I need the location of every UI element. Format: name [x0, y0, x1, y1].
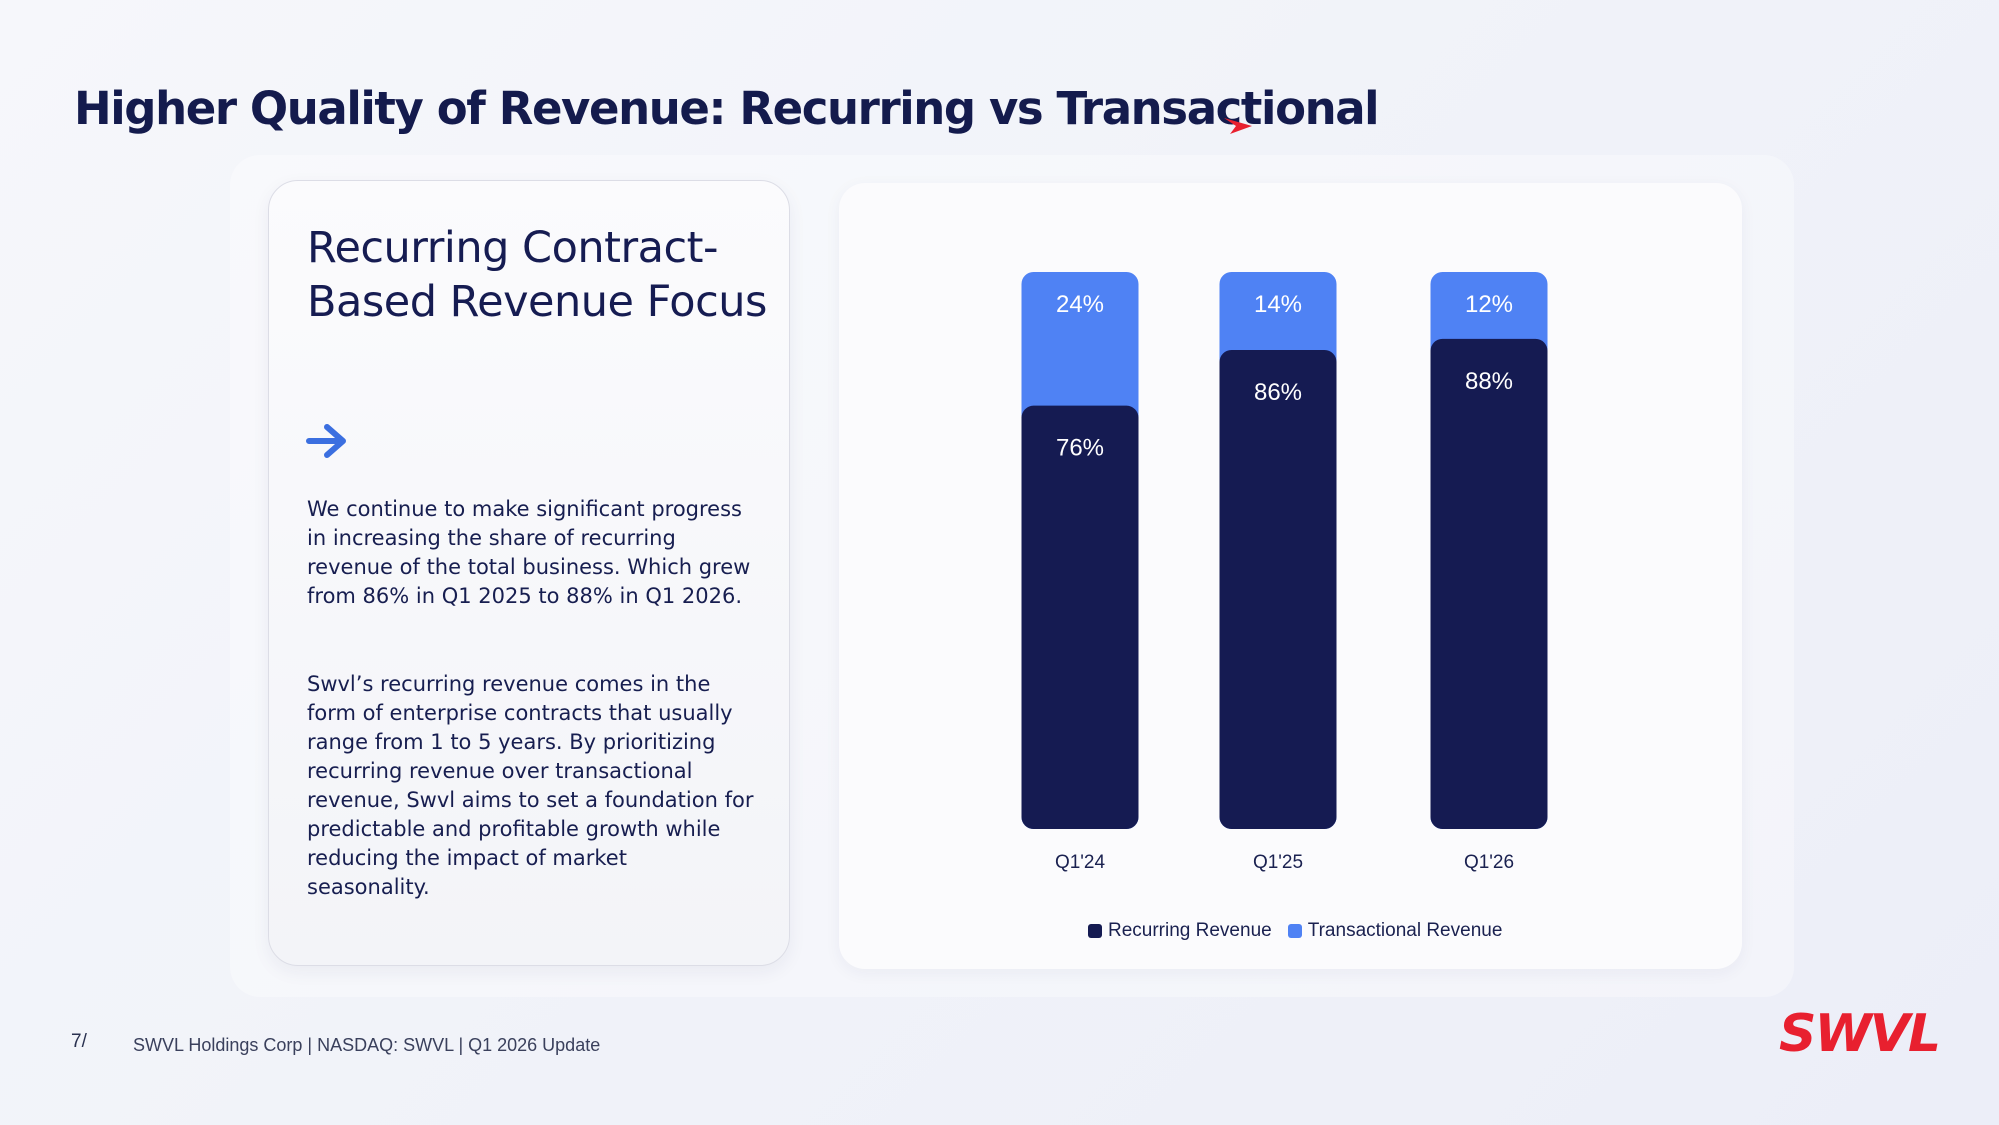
stacked-bar-chart: 24% 76% Q1'24 14% 86% Q1'25 12% 88% Q1'26 [1021, 272, 1548, 873]
brand-chevron-icon [1224, 118, 1252, 134]
x-tick-q1-25: Q1'25 [1253, 852, 1303, 873]
page-number: 7/ [71, 1031, 87, 1052]
text-card: Recurring Contract-Based Revenue Focus W… [268, 180, 790, 966]
label-recurring-q1-25: 86% [1254, 379, 1302, 406]
label-recurring-q1-26: 88% [1465, 368, 1513, 395]
legend-label-transactional: Transactional Revenue [1307, 920, 1503, 941]
bar-recurring-q1-26 [1430, 338, 1548, 829]
card-paragraph-contracts: Swvl’s recurring revenue comes in the fo… [307, 672, 754, 899]
legend-label-recurring: Recurring Revenue [1108, 920, 1272, 941]
card-paragraph-progress: We continue to make significant progress… [307, 497, 751, 608]
card-heading: Recurring Contract-Based Revenue Focus [307, 223, 767, 327]
bar-recurring-q1-24 [1021, 405, 1139, 829]
label-recurring-q1-24: 76% [1056, 435, 1104, 462]
legend-swatch-transactional [1287, 924, 1302, 938]
x-tick-q1-26: Q1'26 [1464, 852, 1514, 873]
footer-text: SWVL Holdings Corp | NASDAQ: SWVL | Q1 2… [133, 1035, 601, 1055]
x-tick-q1-24: Q1'24 [1055, 852, 1106, 873]
chart-legend: Recurring Revenue Transactional Revenue [1088, 920, 1518, 942]
label-transactional-q1-24: 24% [1056, 291, 1104, 318]
legend-item-transactional: Transactional Revenue [1287, 920, 1503, 942]
arrow-right-icon [306, 424, 346, 458]
legend-item-recurring: Recurring Revenue [1088, 920, 1272, 942]
page-title: Higher Quality of Revenue: Recurring vs … [74, 82, 1380, 135]
label-transactional-q1-26: 12% [1465, 291, 1513, 318]
label-transactional-q1-25: 14% [1254, 291, 1302, 318]
bar-recurring-q1-25 [1219, 349, 1337, 829]
swvl-logo: SWVL [1779, 1004, 1941, 1064]
legend-swatch-recurring [1088, 924, 1102, 938]
chart-card: 24% 76% Q1'24 14% 86% Q1'25 12% 88% Q1'26 Recurr… [839, 183, 1742, 969]
